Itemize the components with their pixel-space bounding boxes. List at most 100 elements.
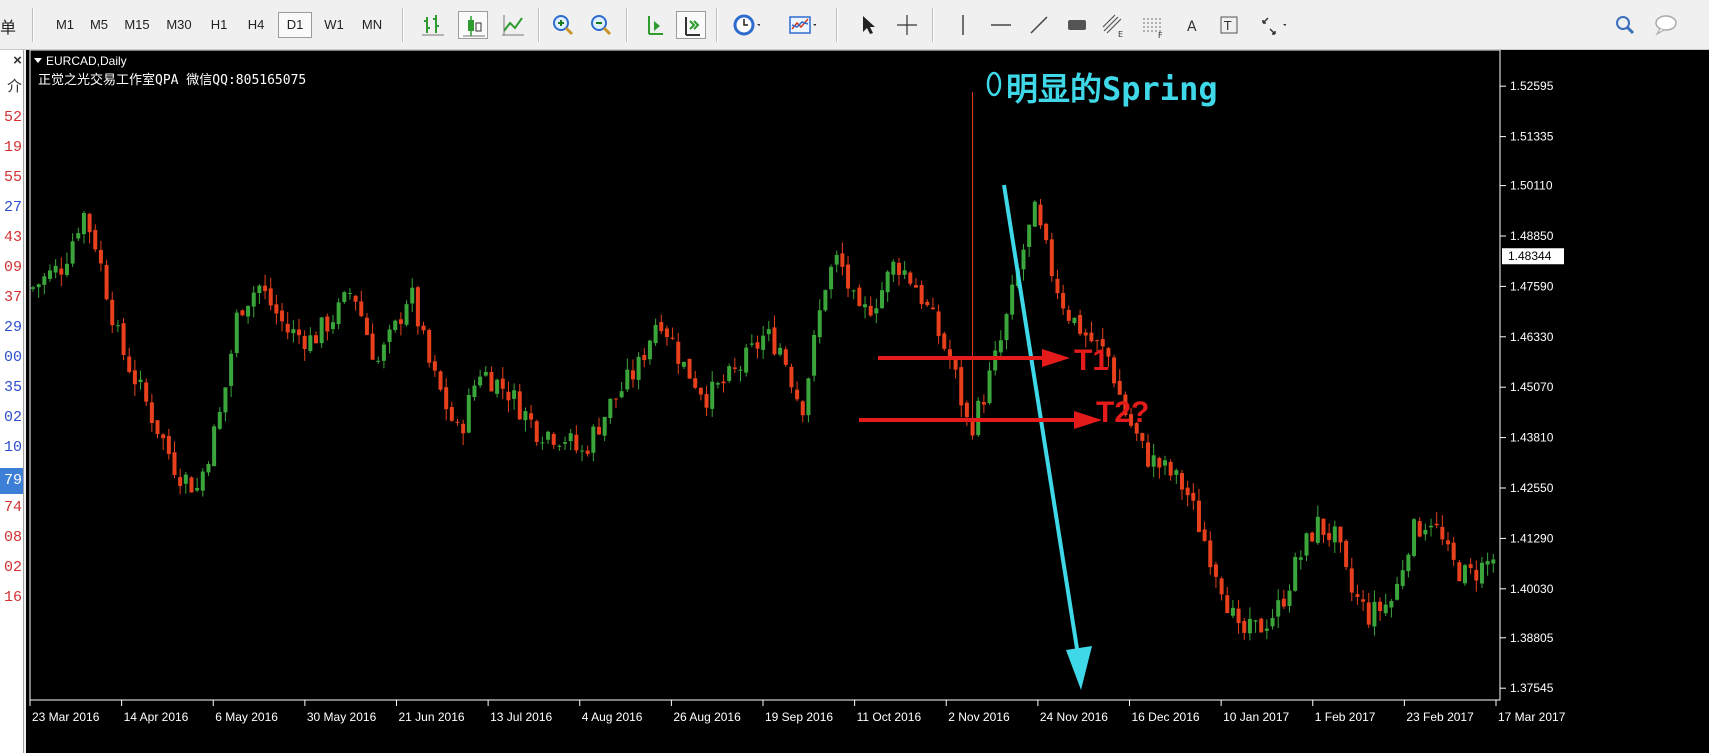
candle-body (472, 385, 477, 398)
candle (1066, 305, 1071, 324)
chart-shift-button[interactable] (676, 11, 706, 39)
candle-body (1055, 278, 1060, 294)
line-chart-button[interactable] (498, 11, 528, 39)
candle (829, 264, 834, 299)
market-watch-row[interactable]: 74 (3, 499, 22, 516)
candle-body (795, 389, 800, 400)
timeframe-h1-button[interactable]: H1 (210, 17, 228, 32)
spring-annotation-text: 明显的Spring (1006, 70, 1218, 108)
vertical-line-button[interactable] (948, 11, 978, 39)
candle (970, 92, 975, 440)
candle (647, 339, 652, 365)
candle-body (829, 266, 834, 290)
text-label-button[interactable]: T (1214, 11, 1244, 39)
chat-button[interactable] (1650, 11, 1680, 39)
candle (517, 383, 522, 421)
t2-arrow-head-icon (1074, 411, 1102, 429)
timeframe-m5-button[interactable]: M5 (89, 17, 109, 32)
candlestick-button[interactable] (458, 11, 488, 39)
candle (732, 357, 737, 373)
clock-button[interactable] (730, 11, 760, 39)
candle-body (251, 292, 256, 307)
candle (806, 377, 811, 423)
fibonacci-button[interactable]: E (1098, 11, 1128, 39)
candle-body (121, 323, 126, 355)
svg-text:F: F (1158, 31, 1163, 39)
candle (563, 436, 568, 451)
horizontal-line-button[interactable] (986, 11, 1016, 39)
trend-line-button[interactable] (1024, 11, 1054, 39)
candle (1372, 590, 1377, 636)
crosshair-button[interactable] (892, 11, 922, 39)
rectangle-button[interactable] (1062, 11, 1092, 39)
candle (500, 367, 505, 400)
timeframe-m30-button[interactable]: M30 (166, 17, 192, 32)
candle-body (534, 421, 539, 442)
timeframe-d1-button[interactable]: D1 (278, 12, 312, 38)
candle (212, 424, 217, 467)
market-watch-row[interactable]: 16 (3, 589, 22, 606)
trend-arrow-head-icon (1066, 646, 1092, 690)
candle (715, 381, 720, 389)
candle (223, 387, 228, 422)
bar-chart-button[interactable] (418, 11, 448, 39)
candle-body (393, 320, 398, 331)
zoom-out-button[interactable] (586, 11, 616, 39)
market-watch-row[interactable]: 10 (3, 439, 22, 456)
candle-body (268, 288, 273, 306)
timeframe-mn-button[interactable]: MN (361, 17, 383, 32)
market-watch-row[interactable]: 09 (3, 259, 22, 276)
candle-body (846, 264, 851, 289)
market-watch-row[interactable]: 27 (3, 199, 22, 216)
candle (364, 313, 369, 336)
candle (800, 400, 805, 423)
market-watch-row[interactable]: 55 (3, 169, 22, 186)
cursor-button[interactable] (852, 11, 882, 39)
timeframe-m1-button[interactable]: M1 (55, 17, 75, 32)
price-chart[interactable]: 1.52595 1.51335 1.50110 1.48850 1.47590 1.463… (26, 50, 1709, 753)
candle-body (913, 285, 918, 288)
candle (1293, 552, 1298, 592)
candle-body (874, 308, 879, 314)
arrows-button[interactable] (1256, 11, 1286, 39)
candle (1112, 355, 1117, 388)
zoom-in-button[interactable] (548, 11, 578, 39)
candle-body (1417, 521, 1422, 537)
timeframe-w1-button[interactable]: W1 (324, 17, 344, 32)
chart-menu-arrow-icon[interactable] (34, 58, 42, 63)
market-watch-row[interactable]: 08 (3, 529, 22, 546)
market-watch-row[interactable]: 02 (3, 409, 22, 426)
text-button[interactable]: A (1178, 11, 1208, 39)
svg-text:T: T (1223, 19, 1232, 33)
market-watch-row[interactable]: 02 (3, 559, 22, 576)
candle (981, 394, 986, 414)
candle-body (280, 310, 285, 322)
market-watch-row[interactable]: 43 (3, 229, 22, 246)
market-watch-row[interactable]: 79 (0, 468, 23, 494)
candle-body (925, 301, 930, 306)
candle-body (1344, 540, 1349, 568)
market-watch-row[interactable]: 52 (3, 109, 22, 126)
candle (551, 432, 556, 449)
market-watch-row[interactable]: 37 (3, 289, 22, 306)
timeframe-h4-button[interactable]: H4 (247, 17, 265, 32)
market-watch-row[interactable]: 35 (3, 379, 22, 396)
timeframe-m15-button[interactable]: M15 (124, 17, 150, 32)
market-watch-row[interactable]: 19 (3, 139, 22, 156)
channel-button[interactable]: F (1138, 11, 1168, 39)
market-watch-row[interactable]: 介 (6, 79, 22, 96)
candle (359, 290, 364, 318)
candle (1327, 523, 1332, 547)
candle-body (81, 212, 86, 235)
chart-canvas[interactable]: 1.52595 1.51335 1.50110 1.48850 1.47590 1.463… (26, 50, 1709, 753)
candle (461, 419, 466, 446)
candle-body (438, 371, 443, 390)
market-watch-row[interactable]: 29 (3, 319, 22, 336)
candle-body (161, 434, 166, 439)
candle-body (568, 433, 573, 442)
auto-scroll-button[interactable] (640, 11, 670, 39)
panel-close-button[interactable]: × (12, 53, 22, 70)
market-watch-row[interactable]: 00 (3, 349, 22, 366)
search-button[interactable] (1610, 11, 1640, 39)
template-button[interactable] (786, 11, 816, 39)
